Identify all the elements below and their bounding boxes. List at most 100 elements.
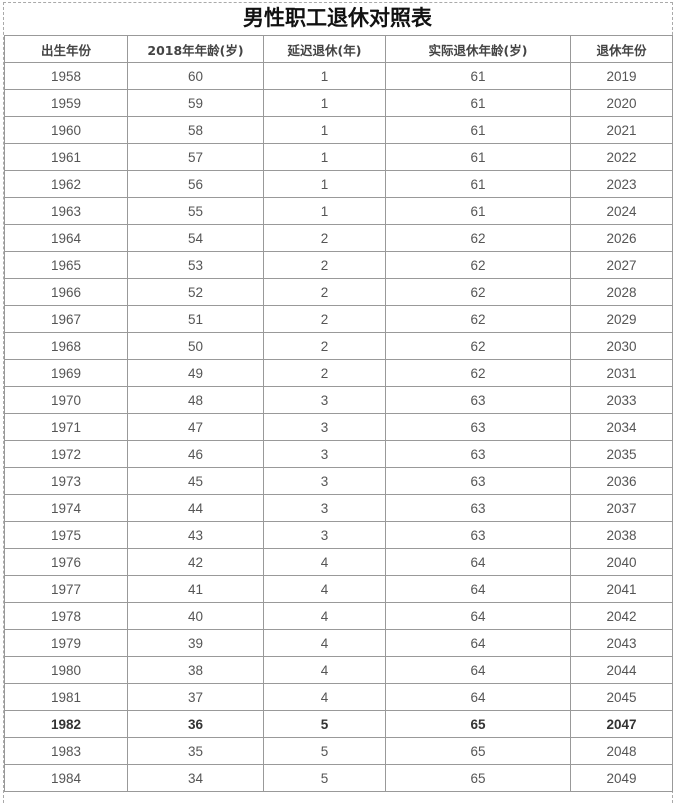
cell-actual-retire-age: 61 — [385, 170, 571, 198]
table-row: 1974 44 3 63 2037 — [4, 494, 673, 522]
cell-age-2018: 52 — [127, 278, 264, 306]
cell-age-2018: 40 — [127, 602, 264, 630]
cell-actual-retire-age: 63 — [385, 386, 571, 414]
cell-retire-year: 2038 — [570, 521, 673, 549]
cell-retire-year: 2022 — [570, 143, 673, 171]
cell-delay-years: 3 — [263, 467, 386, 495]
cell-retire-year: 2045 — [570, 683, 673, 711]
cell-age-2018: 38 — [127, 656, 264, 684]
cell-actual-retire-age: 63 — [385, 413, 571, 441]
cell-actual-retire-age: 61 — [385, 197, 571, 225]
cell-age-2018: 44 — [127, 494, 264, 522]
cell-actual-retire-age: 62 — [385, 224, 571, 252]
cell-actual-retire-age: 63 — [385, 494, 571, 522]
cell-actual-retire-age: 63 — [385, 467, 571, 495]
retirement-table: 出生年份 2018年年龄(岁) 延迟退休(年) 实际退休年龄(岁) 退休年份 1… — [4, 35, 673, 792]
cell-actual-retire-age: 65 — [385, 764, 571, 792]
table-row: 1973 45 3 63 2036 — [4, 467, 673, 495]
cell-retire-year: 2019 — [570, 62, 673, 90]
cell-actual-retire-age: 65 — [385, 710, 571, 738]
cell-age-2018: 35 — [127, 737, 264, 765]
cell-actual-retire-age: 64 — [385, 548, 571, 576]
cell-birth-year: 1972 — [4, 440, 128, 468]
cell-birth-year: 1981 — [4, 683, 128, 711]
cell-age-2018: 43 — [127, 521, 264, 549]
cell-delay-years: 1 — [263, 62, 386, 90]
table-row: 1971 47 3 63 2034 — [4, 413, 673, 441]
cell-actual-retire-age: 62 — [385, 305, 571, 333]
cell-delay-years: 4 — [263, 629, 386, 657]
cell-birth-year: 1980 — [4, 656, 128, 684]
cell-retire-year: 2023 — [570, 170, 673, 198]
cell-retire-year: 2027 — [570, 251, 673, 279]
cell-birth-year: 1973 — [4, 467, 128, 495]
cell-retire-year: 2035 — [570, 440, 673, 468]
cell-delay-years: 2 — [263, 305, 386, 333]
cell-age-2018: 58 — [127, 116, 264, 144]
table-row: 1961 57 1 61 2022 — [4, 143, 673, 171]
cell-actual-retire-age: 64 — [385, 575, 571, 603]
table-row: 1984 34 5 65 2049 — [4, 764, 673, 792]
cell-retire-year: 2042 — [570, 602, 673, 630]
header-birth-year: 出生年份 — [4, 35, 128, 63]
cell-retire-year: 2033 — [570, 386, 673, 414]
cell-delay-years: 2 — [263, 332, 386, 360]
cell-birth-year: 1976 — [4, 548, 128, 576]
cell-age-2018: 46 — [127, 440, 264, 468]
cell-actual-retire-age: 64 — [385, 602, 571, 630]
cell-retire-year: 2049 — [570, 764, 673, 792]
cell-age-2018: 49 — [127, 359, 264, 387]
cell-retire-year: 2041 — [570, 575, 673, 603]
table-row: 1979 39 4 64 2043 — [4, 629, 673, 657]
cell-delay-years: 5 — [263, 710, 386, 738]
cell-birth-year: 1958 — [4, 62, 128, 90]
cell-birth-year: 1961 — [4, 143, 128, 171]
table-row: 1972 46 3 63 2035 — [4, 440, 673, 468]
cell-birth-year: 1978 — [4, 602, 128, 630]
cell-actual-retire-age: 64 — [385, 629, 571, 657]
cell-retire-year: 2037 — [570, 494, 673, 522]
cell-delay-years: 4 — [263, 602, 386, 630]
cell-delay-years: 4 — [263, 575, 386, 603]
cell-actual-retire-age: 63 — [385, 521, 571, 549]
cell-retire-year: 2034 — [570, 413, 673, 441]
table-row: 1977 41 4 64 2041 — [4, 575, 673, 603]
cell-birth-year: 1975 — [4, 521, 128, 549]
table-row: 1965 53 2 62 2027 — [4, 251, 673, 279]
cell-retire-year: 2030 — [570, 332, 673, 360]
cell-birth-year: 1974 — [4, 494, 128, 522]
table-row: 1980 38 4 64 2044 — [4, 656, 673, 684]
table-row: 1970 48 3 63 2033 — [4, 386, 673, 414]
cell-retire-year: 2021 — [570, 116, 673, 144]
cell-age-2018: 59 — [127, 89, 264, 117]
cell-delay-years: 2 — [263, 359, 386, 387]
cell-delay-years: 3 — [263, 521, 386, 549]
table-row: 1976 42 4 64 2040 — [4, 548, 673, 576]
cell-age-2018: 47 — [127, 413, 264, 441]
cell-actual-retire-age: 64 — [385, 656, 571, 684]
cell-age-2018: 50 — [127, 332, 264, 360]
table-row: 1964 54 2 62 2026 — [4, 224, 673, 252]
cell-actual-retire-age: 64 — [385, 683, 571, 711]
cell-delay-years: 1 — [263, 116, 386, 144]
header-actual-retire-age: 实际退休年龄(岁) — [385, 35, 571, 63]
table-header-row: 出生年份 2018年年龄(岁) 延迟退休(年) 实际退休年龄(岁) 退休年份 — [4, 35, 673, 63]
table-row: 1960 58 1 61 2021 — [4, 116, 673, 144]
table-row: 1962 56 1 61 2023 — [4, 170, 673, 198]
cell-retire-year: 2020 — [570, 89, 673, 117]
cell-retire-year: 2040 — [570, 548, 673, 576]
table-row: 1978 40 4 64 2042 — [4, 602, 673, 630]
table-row: 1968 50 2 62 2030 — [4, 332, 673, 360]
cell-birth-year: 1968 — [4, 332, 128, 360]
cell-age-2018: 45 — [127, 467, 264, 495]
table-row: 1959 59 1 61 2020 — [4, 89, 673, 117]
cell-actual-retire-age: 62 — [385, 359, 571, 387]
table-row: 1975 43 3 63 2038 — [4, 521, 673, 549]
cell-delay-years: 3 — [263, 386, 386, 414]
cell-birth-year: 1984 — [4, 764, 128, 792]
cell-retire-year: 2028 — [570, 278, 673, 306]
cell-birth-year: 1967 — [4, 305, 128, 333]
cell-delay-years: 5 — [263, 737, 386, 765]
cell-retire-year: 2031 — [570, 359, 673, 387]
cell-age-2018: 34 — [127, 764, 264, 792]
